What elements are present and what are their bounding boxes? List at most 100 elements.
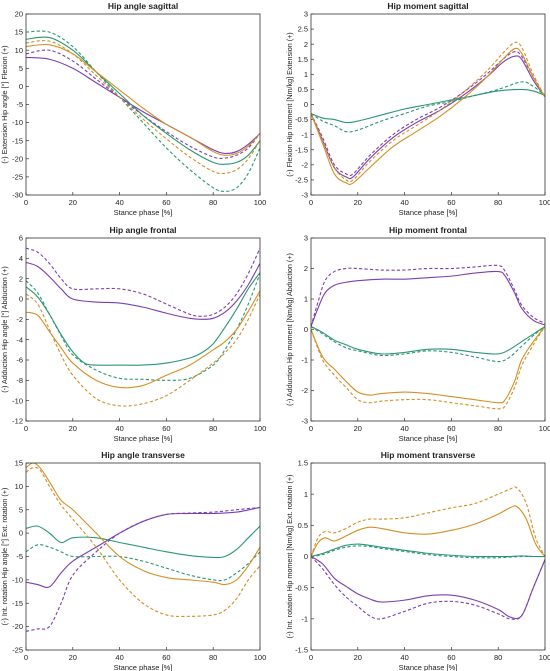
y-tick-label: -1.5 (295, 646, 308, 655)
y-tick-label: 10 (15, 46, 23, 55)
series-group (311, 486, 545, 620)
plot-frame (310, 237, 546, 422)
y-tick-label: 5 (19, 505, 23, 514)
series-line-green-dashed (311, 545, 545, 559)
x-tick-label: 80 (209, 198, 217, 207)
series-group (311, 41, 545, 185)
series-line-green-solid (311, 325, 545, 355)
x-tick-label: 100 (539, 653, 550, 662)
y-tick-label: -1 (301, 356, 308, 365)
plot-frame (25, 237, 261, 422)
x-tick-label: 100 (254, 653, 267, 662)
y-tick-label: -10 (12, 118, 23, 127)
x-tick-label: 80 (209, 653, 217, 662)
y-tick-label: 2.5 (298, 25, 308, 34)
series-line-green-dashed (26, 273, 260, 381)
series-line-purple-solid (311, 270, 545, 327)
series-line-purple-solid (26, 506, 260, 589)
x-axis-label: Stance phase [%] (114, 434, 173, 443)
x-tick-label: 80 (494, 653, 502, 662)
y-tick-label: 0 (304, 100, 308, 109)
panel-title: Hip moment sagittal (387, 1, 468, 11)
x-tick-label: 0 (309, 198, 313, 207)
x-axis-label: Stance phase [%] (114, 663, 173, 671)
x-tick-label: 40 (400, 653, 408, 662)
y-tick-label: 2 (304, 264, 308, 273)
series-line-orange-dashed (311, 326, 545, 410)
y-tick-label: 1.5 (298, 55, 308, 64)
x-axis-label: Stance phase [%] (399, 434, 458, 443)
x-tick-label: 40 (115, 198, 123, 207)
series-line-green-solid (311, 88, 545, 124)
x-tick-label: 0 (24, 198, 28, 207)
y-tick-label: 4 (19, 254, 23, 263)
x-tick-label: 40 (115, 653, 123, 662)
y-tick-label: -0.5 (295, 115, 308, 124)
y-tick-label: 10 (15, 482, 23, 491)
y-tick-label: -2.5 (295, 176, 308, 185)
series-group (311, 264, 545, 410)
series-line-purple-solid (311, 556, 545, 620)
y-tick-label: -6 (16, 356, 23, 365)
plot-frame (310, 462, 546, 651)
x-tick-label: 80 (494, 198, 502, 207)
y-tick-label: -1 (301, 614, 308, 623)
x-tick-label: 20 (354, 653, 362, 662)
panel-4: Hip moment frontal 0 20 40 60 80 100 -3 -2 -1 0 1 2 3… (285, 225, 550, 443)
x-axis-label: Stance phase [%] (114, 208, 173, 217)
series-line-purple-solid (26, 56, 260, 154)
plot-frame (25, 13, 261, 196)
series-line-orange-solid (26, 463, 260, 586)
y-tick-label: 1.5 (298, 459, 308, 468)
y-tick-label: 0.5 (298, 521, 308, 530)
x-tick-label: 60 (447, 653, 455, 662)
series-line-purple-dashed (26, 506, 260, 632)
series-line-green-solid (26, 36, 260, 165)
y-tick-label: -2 (16, 315, 23, 324)
y-tick-label: -1 (301, 130, 308, 139)
series-line-purple-dashed (311, 264, 545, 327)
series-line-orange-dashed (311, 41, 545, 183)
series-line-orange-dashed (26, 293, 260, 407)
x-tick-label: 40 (400, 424, 408, 433)
panel-6: Hip moment transverse 0 20 40 60 80 100 -1.5 -1 -… (285, 450, 550, 671)
panel-title: Hip moment transverse (381, 450, 476, 460)
y-tick-label: 0 (304, 325, 308, 334)
x-tick-label: 60 (162, 198, 170, 207)
x-tick-label: 20 (69, 424, 77, 433)
panel-title: Hip moment frontal (389, 225, 467, 235)
plot-frame (310, 13, 546, 196)
y-tick-label: -1.5 (295, 145, 308, 154)
y-tick-label: -10 (12, 575, 23, 584)
x-tick-label: 80 (209, 424, 217, 433)
series-line-orange-dashed (311, 486, 545, 557)
series-group (26, 30, 260, 192)
y-tick-label: -0.5 (295, 583, 308, 592)
y-tick-label: -20 (12, 622, 23, 631)
x-tick-label: 60 (162, 653, 170, 662)
y-tick-label: 6 (19, 234, 23, 243)
panel-title: Hip angle frontal (109, 225, 176, 235)
x-tick-label: 20 (354, 198, 362, 207)
x-tick-label: 20 (69, 198, 77, 207)
y-axis-label: (-) Adduction Hip moment [Nm/kg] Abducti… (285, 253, 294, 406)
x-tick-label: 100 (254, 424, 267, 433)
series-line-green-solid (26, 272, 260, 366)
y-tick-label: -3 (301, 191, 308, 200)
series-line-green-dashed (26, 544, 260, 582)
y-tick-label: -2 (301, 386, 308, 395)
x-axis-label: Stance phase [%] (399, 208, 458, 217)
series-line-orange-solid (311, 505, 545, 557)
x-tick-label: 40 (400, 198, 408, 207)
panel-title: Hip angle sagittal (108, 1, 178, 11)
y-axis-label: (-) Extension Hip angle [°] Flexion (+) (0, 45, 9, 163)
y-tick-label: 1 (304, 295, 308, 304)
series-line-orange-solid (311, 47, 545, 185)
x-tick-label: 60 (162, 424, 170, 433)
series-line-green-dashed (311, 325, 545, 363)
